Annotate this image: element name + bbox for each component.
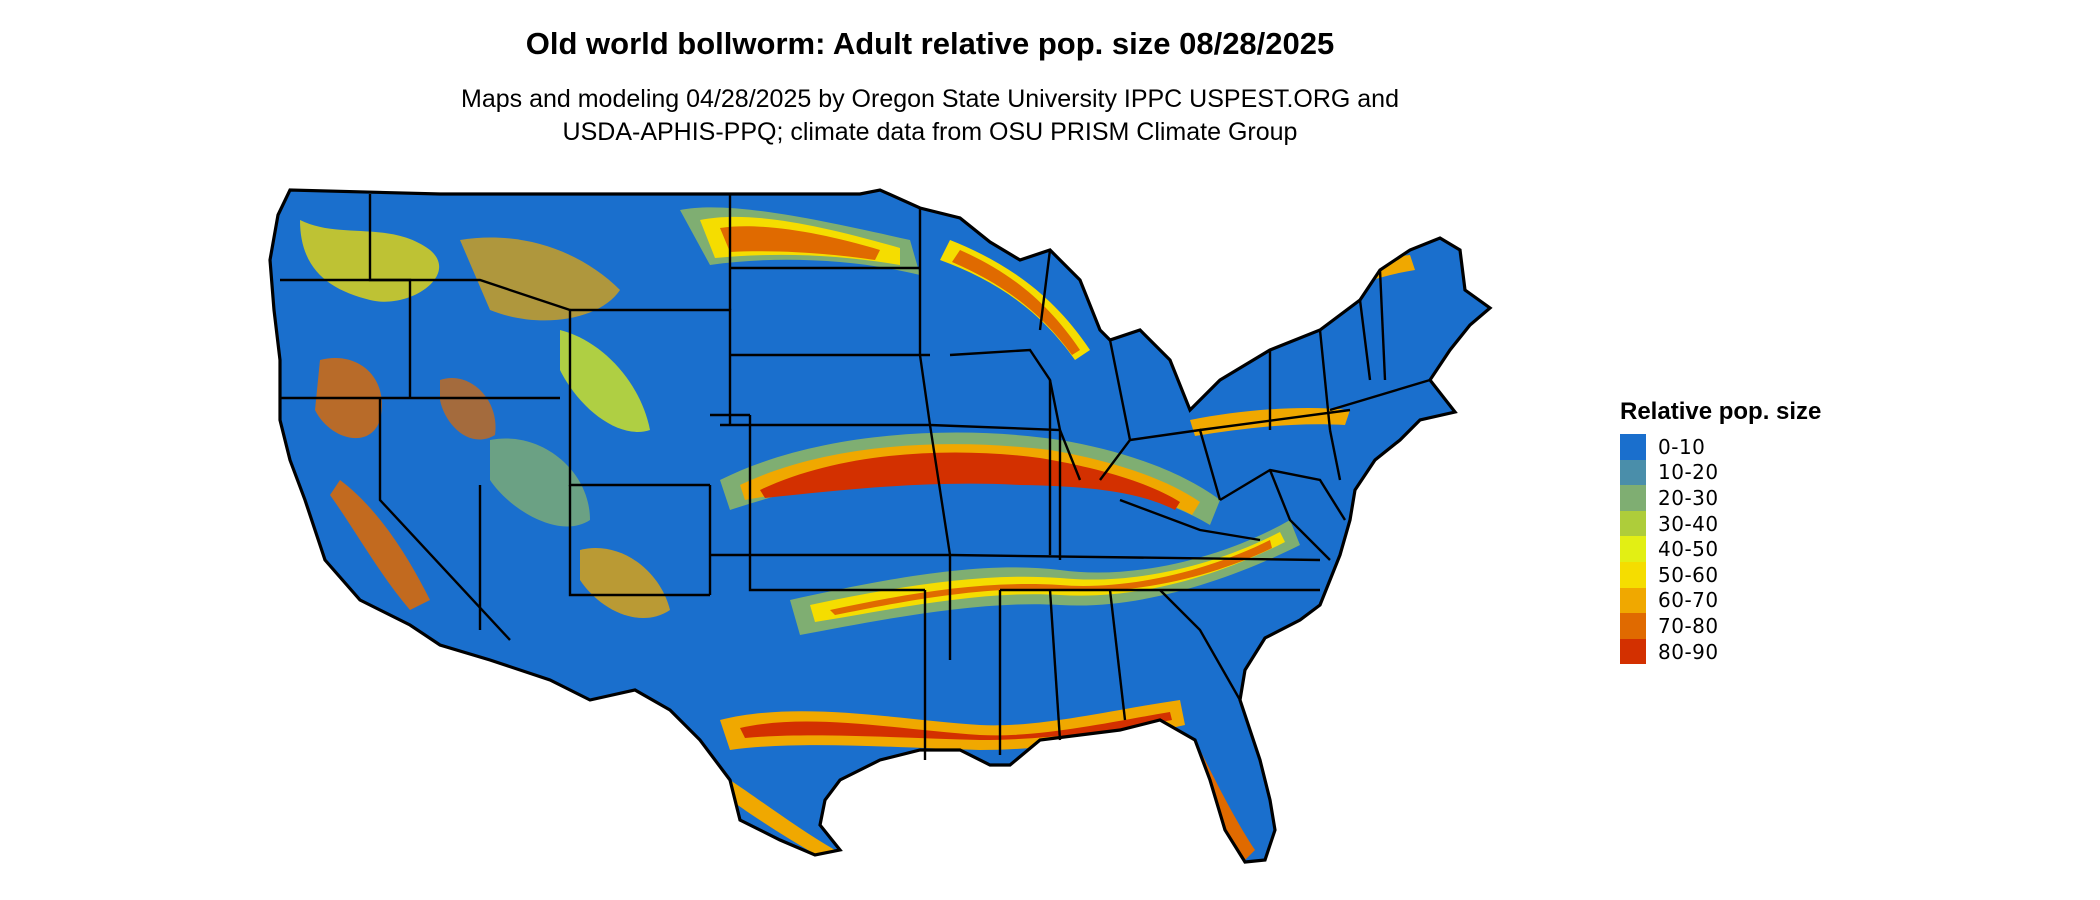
legend-swatch [1620, 459, 1646, 486]
legend-item: 20-30 [1620, 485, 1821, 511]
map-subtitle-line1: Maps and modeling 04/28/2025 by Oregon S… [461, 85, 1399, 113]
legend-swatch [1620, 434, 1646, 460]
map-title: Old world bollworm: Adult relative pop. … [525, 26, 1335, 61]
legend-item: 60-70 [1620, 587, 1821, 614]
legend-label: 50-60 [1658, 562, 1719, 587]
legend-swatch [1620, 485, 1646, 511]
legend-item: 10-20 [1620, 459, 1821, 486]
legend-label: 60-70 [1658, 588, 1719, 613]
legend-label: 20-30 [1658, 485, 1719, 510]
map-subtitle-line2: USDA-APHIS-PPQ; climate data from OSU PR… [562, 118, 1298, 146]
legend-swatch [1620, 536, 1646, 562]
map-legend: Relative pop. size 0-10 10-20 20-30 30-40 40… [1620, 398, 1822, 665]
state-boundaries [268, 188, 1493, 864]
legend-label: 30-40 [1658, 511, 1719, 536]
legend-swatch [1620, 510, 1646, 537]
legend-swatch [1620, 638, 1646, 665]
legend-swatch [1620, 561, 1646, 588]
legend-label: 70-80 [1658, 613, 1719, 638]
legend-title: Relative pop. size [1620, 398, 1822, 425]
us-population-map [268, 188, 1493, 864]
legend-item: 40-50 [1620, 536, 1821, 562]
legend-item: 0-10 [1620, 434, 1821, 460]
legend-swatch [1620, 587, 1646, 614]
legend-label: 10-20 [1658, 460, 1719, 485]
legend-label: 0-10 [1658, 434, 1706, 459]
legend-label: 80-90 [1658, 639, 1719, 664]
legend-items: 0-10 10-20 20-30 30-40 40-50 50-60 60-70 70-80 8… [1620, 434, 1821, 665]
legend-swatch [1620, 613, 1646, 639]
legend-item: 30-40 [1620, 510, 1821, 537]
legend-item: 80-90 [1620, 638, 1821, 665]
legend-item: 70-80 [1620, 613, 1821, 639]
legend-label: 40-50 [1658, 537, 1719, 562]
legend-item: 50-60 [1620, 561, 1821, 588]
